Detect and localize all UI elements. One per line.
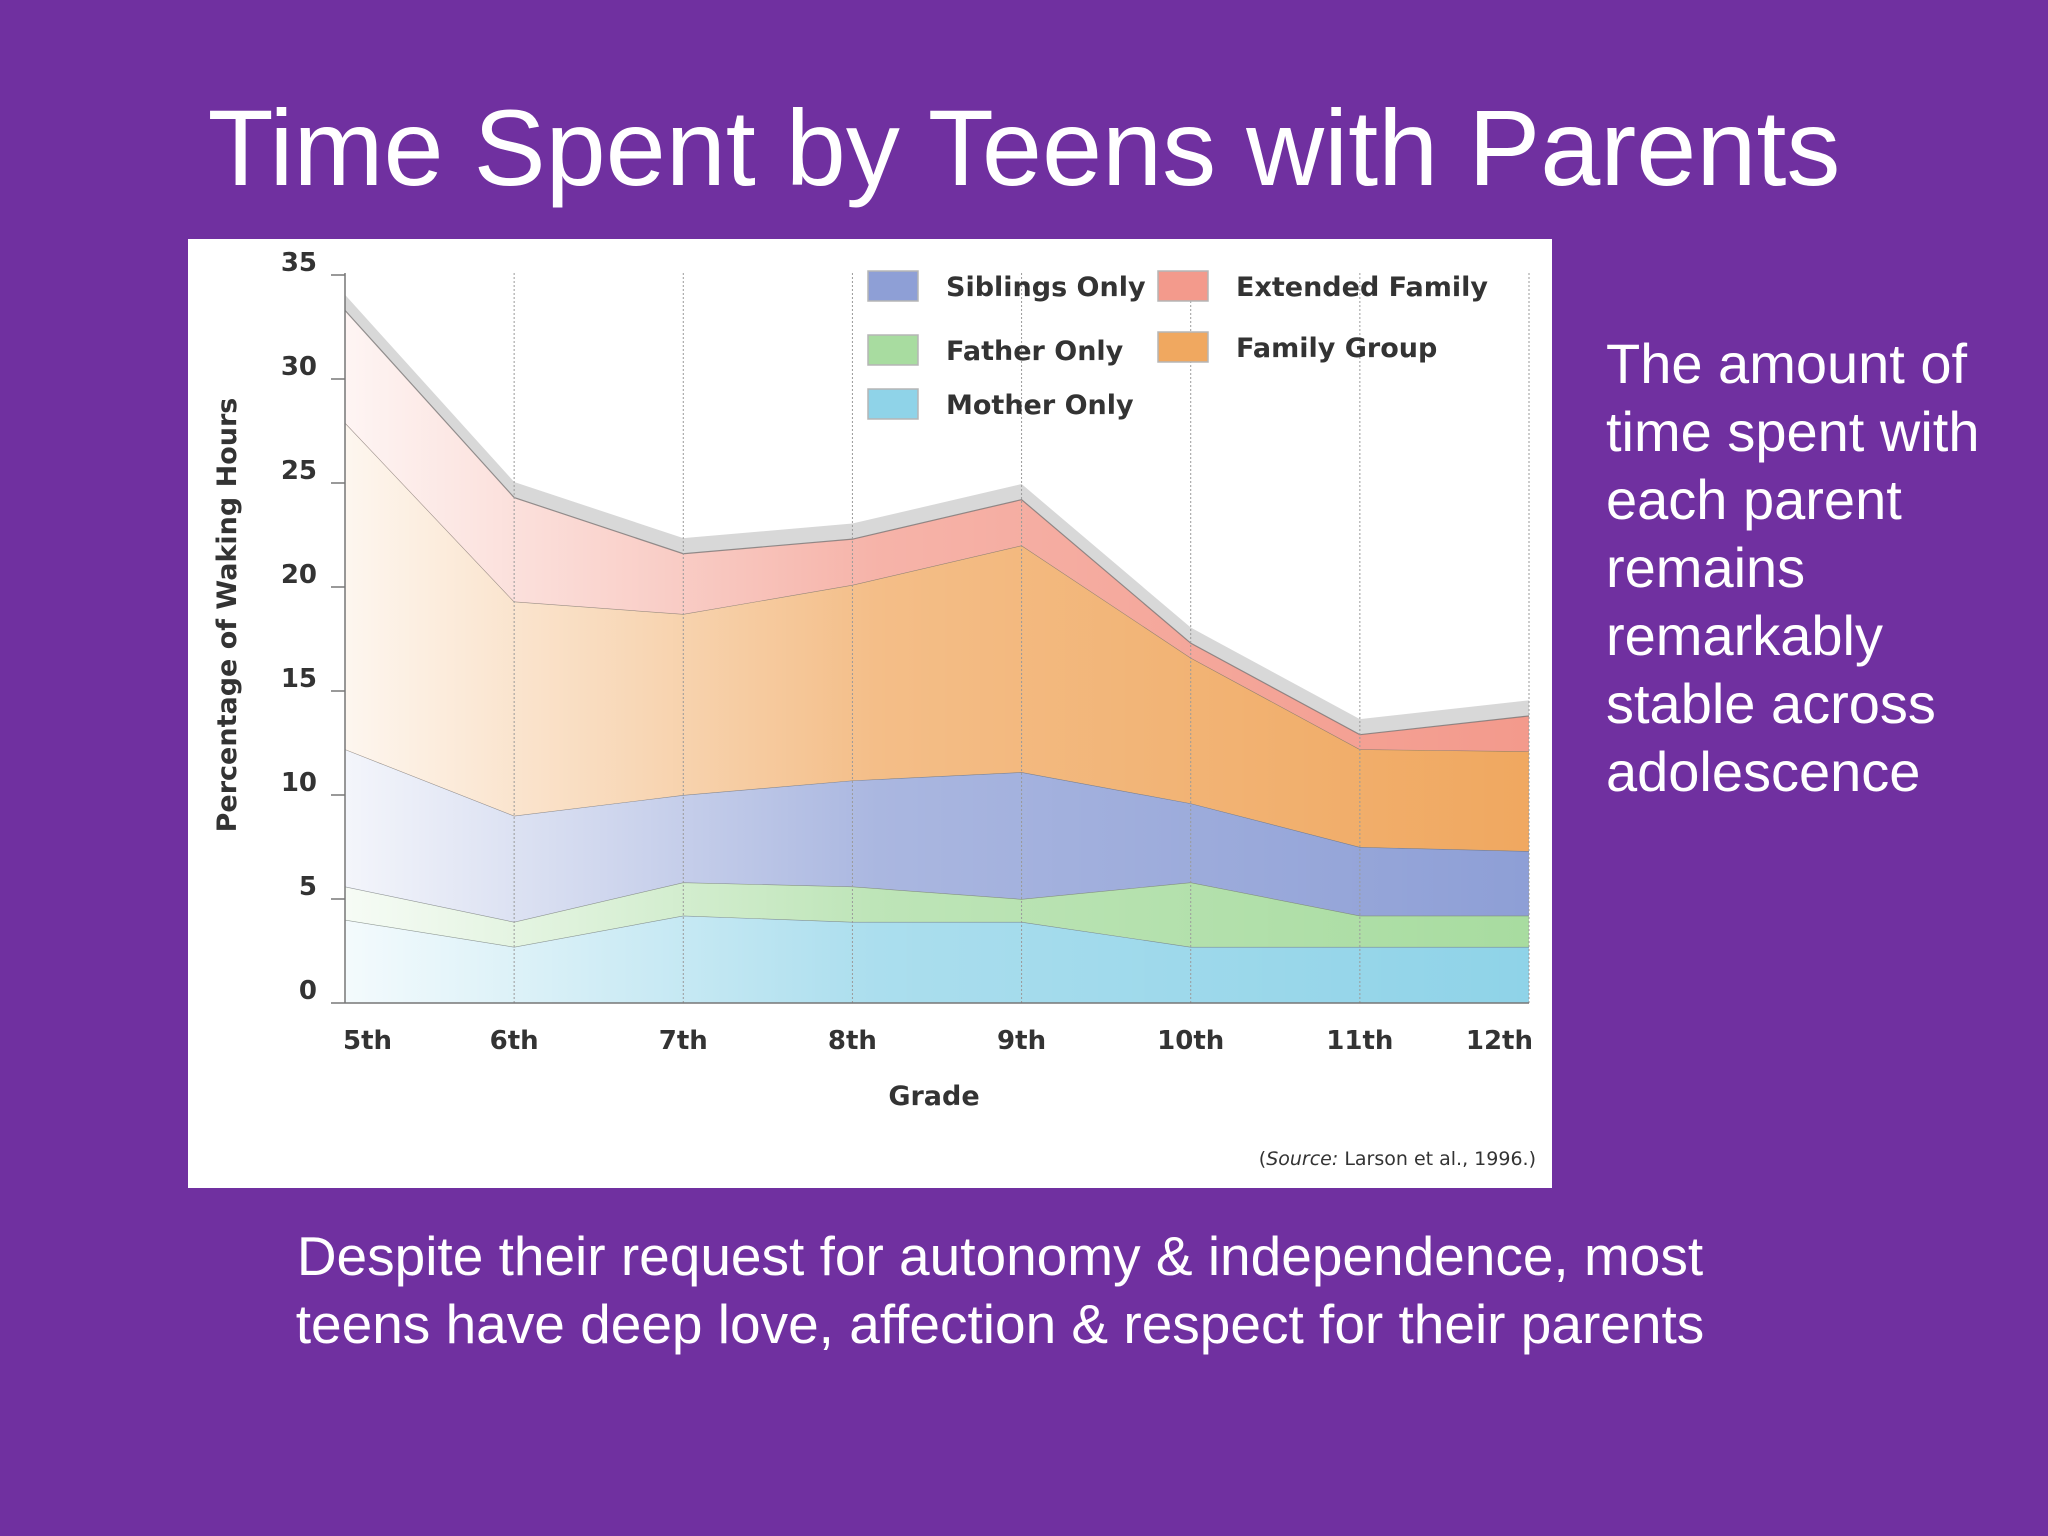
y-tick-label-25: 25	[281, 456, 317, 486]
x-tick-label-5th: 5th	[343, 1026, 392, 1056]
x-tick-label-12th: 12th	[1466, 1026, 1533, 1056]
legend: Siblings Only Extended Family Father Only F…	[867, 270, 1488, 421]
area-edge-extended-family	[344, 309, 1530, 736]
x-tick-label-6th: 6th	[490, 1026, 539, 1056]
area-shade-siblings-only	[345, 749, 1529, 922]
grid-lines	[344, 273, 1530, 1003]
y-tick-label-5: 5	[299, 872, 317, 902]
legend-swatch-father-only	[867, 334, 919, 366]
legend-label-extended-family: Extended Family	[1236, 272, 1488, 303]
y-tick-label-0: 0	[299, 976, 317, 1006]
axes: 0 5 10 15 20 25 30 35 5th 6th 7th 8th 9th 10th 11th 12t…	[281, 248, 1533, 1056]
y-axis-label: Percentage of Waking Hours	[212, 398, 243, 833]
y-tick-label-10: 10	[281, 768, 317, 798]
legend-item-family-group: Family Group	[1157, 331, 1437, 364]
y-tick-label-35: 35	[281, 248, 317, 278]
caption-line-2: teens have deep love, affection & respec…	[295, 1293, 1705, 1355]
x-tick-label-9th: 9th	[997, 1026, 1046, 1056]
source-label: Source:	[1266, 1148, 1338, 1170]
source-text: Larson et al., 1996.	[1344, 1148, 1528, 1170]
legend-swatch-extended-family	[1157, 270, 1209, 302]
x-tick-label-10th: 10th	[1157, 1026, 1224, 1056]
y-tick-label-20: 20	[281, 560, 317, 590]
legend-label-family-group: Family Group	[1236, 333, 1437, 364]
legend-item-father-only: Father Only	[867, 334, 1124, 367]
legend-label-father-only: Father Only	[946, 336, 1124, 367]
caption-line-1: Despite their request for autonomy & ind…	[296, 1225, 1704, 1287]
x-axis-label: Grade	[888, 1081, 979, 1112]
x-tick-label-8th: 8th	[828, 1026, 877, 1056]
legend-label-mother-only: Mother Only	[946, 390, 1134, 421]
y-tick-label-30: 30	[281, 352, 317, 382]
area-shade-family-group	[345, 422, 1529, 852]
area-shade-extended-family	[345, 310, 1529, 752]
source-note: (Source: Larson et al., 1996.)	[1259, 1148, 1536, 1170]
area-shade-father-only	[345, 882, 1529, 947]
area-shade-mother-only	[345, 915, 1529, 1003]
legend-swatch-mother-only	[867, 388, 919, 420]
x-tick-label-7th: 7th	[659, 1026, 708, 1056]
legend-item-mother-only: Mother Only	[867, 388, 1134, 421]
caption: Despite their request for autonomy & ind…	[190, 1222, 1810, 1358]
area-layers	[344, 294, 1530, 1003]
legend-swatch-siblings-only	[867, 270, 919, 302]
legend-swatch-family-group	[1157, 331, 1209, 363]
legend-item-extended-family: Extended Family	[1157, 270, 1488, 303]
y-tick-label-15: 15	[281, 664, 317, 694]
legend-item-siblings-only: Siblings Only	[867, 270, 1146, 303]
slide-title: Time Spent by Teens with Parents	[207, 87, 1841, 208]
side-note: The amount of time spent with each paren…	[1606, 332, 1980, 803]
chart-panel: 0 5 10 15 20 25 30 35 5th 6th 7th 8th 9th 10th 11th 12t…	[188, 239, 1552, 1188]
x-tick-label-11th: 11th	[1326, 1026, 1393, 1056]
area-top-band	[345, 294, 1529, 735]
legend-label-siblings-only: Siblings Only	[946, 272, 1146, 303]
stacked-area-chart: 0 5 10 15 20 25 30 35 5th 6th 7th 8th 9th 10th 11th 12t…	[212, 248, 1536, 1170]
